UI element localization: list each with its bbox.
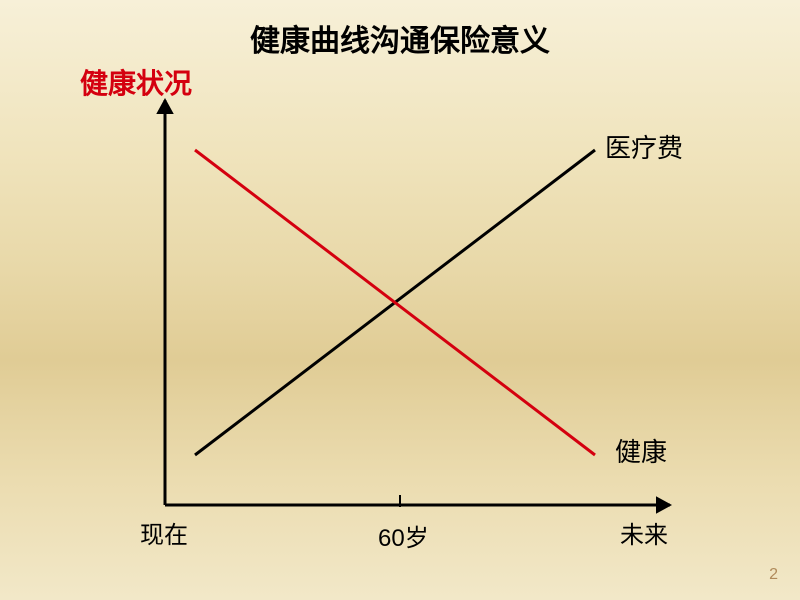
x-axis-arrow (656, 496, 672, 514)
x-label-0: 现在 (140, 515, 188, 550)
page-number: 2 (769, 566, 778, 584)
label-medical-cost: 医疗费 (605, 128, 683, 165)
chart-canvas (0, 0, 800, 600)
x-label-1: 60岁 (378, 518, 429, 553)
label-health: 健康 (615, 432, 667, 469)
y-axis-arrow (156, 98, 174, 114)
slide: { "title": { "text": "健康曲线沟通保险意义", "font… (0, 0, 800, 600)
x-label-2: 未来 (620, 515, 668, 550)
